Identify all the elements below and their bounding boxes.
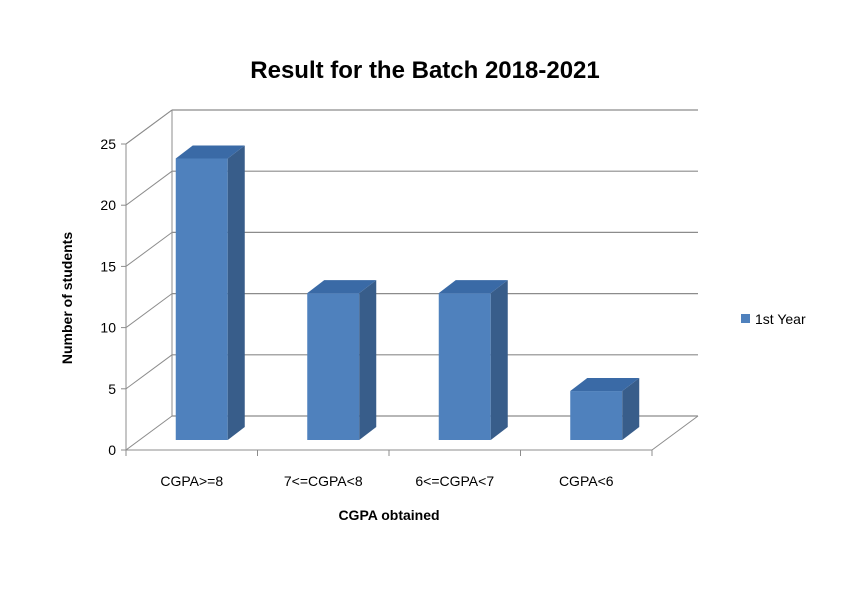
- y-tick-label: 10: [100, 320, 116, 336]
- bar-front-face: [570, 391, 623, 440]
- bar-side-face: [227, 145, 245, 441]
- y-tick-label: 0: [108, 442, 116, 458]
- x-tick-label: CGPA<6: [559, 473, 614, 489]
- bar-top-face: [307, 280, 377, 294]
- gridline-side: [125, 170, 173, 206]
- gridline-side: [125, 354, 173, 390]
- bar-side-face: [490, 280, 508, 440]
- bar-top-face: [438, 280, 508, 294]
- bar: [307, 280, 377, 440]
- bar-side-face: [359, 280, 377, 440]
- y-tick-label: 15: [100, 258, 116, 274]
- bar-top-face: [570, 378, 640, 392]
- floor-left-edge: [125, 415, 173, 451]
- legend: 1st Year: [741, 311, 806, 327]
- bar: [438, 280, 508, 440]
- bars: [175, 145, 640, 441]
- bar: [175, 145, 245, 441]
- legend-swatch: [741, 314, 750, 323]
- legend-label: 1st Year: [755, 311, 806, 327]
- gridline-side: [125, 109, 173, 145]
- bar-side-face: [622, 378, 640, 440]
- y-tick-label: 5: [108, 381, 116, 397]
- bar-front-face: [307, 293, 360, 440]
- bar-front-face: [175, 158, 228, 441]
- y-tick-label: 20: [100, 197, 116, 213]
- x-axis-ticks: CGPA>=8 7<=CGPA<8 6<=CGPA<7 CGPA<6: [125, 450, 653, 489]
- bar: [570, 378, 640, 440]
- x-tick-label: 7<=CGPA<8: [284, 473, 363, 489]
- x-axis-title: CGPA obtained: [338, 507, 439, 523]
- chart-title: Result for the Batch 2018-2021: [250, 57, 599, 84]
- x-tick-label: 6<=CGPA<7: [415, 473, 494, 489]
- floor-right-edge: [651, 415, 699, 451]
- gridline-side: [125, 293, 173, 329]
- gridlines: [125, 109, 698, 417]
- y-tick-label: 25: [100, 136, 116, 152]
- bar-top-face: [175, 145, 245, 159]
- bar-front-face: [438, 293, 491, 440]
- gridline-side: [125, 231, 173, 267]
- y-axis-ticks: 0 5 10 15 20 25: [100, 136, 126, 458]
- y-axis-title: Number of students: [59, 232, 75, 364]
- x-tick-label: CGPA>=8: [160, 473, 223, 489]
